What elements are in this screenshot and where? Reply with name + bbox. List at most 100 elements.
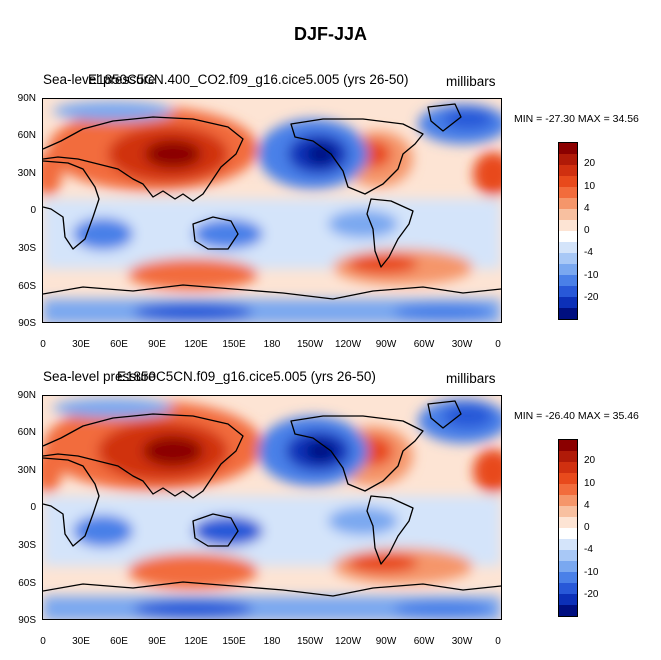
panel-1-lon-tick: 90E bbox=[148, 339, 166, 350]
colorbar-swatch bbox=[559, 286, 577, 297]
colorbar-swatch bbox=[559, 154, 577, 165]
panel-2-lon-tick: 90E bbox=[148, 636, 166, 647]
panel-2-lon-tick: 60W bbox=[413, 636, 435, 647]
panel-2-title: Sea-level pressure bbox=[43, 369, 156, 384]
panel-1-map bbox=[42, 98, 502, 323]
panel-2-lon-tick: 0 bbox=[495, 636, 501, 647]
colorbar-swatch bbox=[559, 484, 577, 495]
panel-2-colorbar-label: 4 bbox=[584, 500, 590, 511]
panel-2-map-canvas bbox=[43, 396, 501, 619]
panel-1-lon-tick: 30W bbox=[451, 339, 473, 350]
panel-2-lat-tick: 30N bbox=[17, 465, 36, 476]
panel-2-colorbar-label: 20 bbox=[584, 455, 596, 466]
panel-1-lon-tick: 150W bbox=[296, 339, 324, 350]
panel-1-lat-tick: 30S bbox=[18, 243, 36, 254]
colorbar-swatch bbox=[559, 594, 577, 605]
panel-2-lon-tick: 60E bbox=[110, 636, 128, 647]
panel-1-lat-tick: 90N bbox=[17, 93, 36, 104]
main-title: DJF-JJA bbox=[293, 24, 368, 44]
panel-1-lat-tick: 60S bbox=[18, 281, 36, 292]
colorbar-swatch bbox=[559, 165, 577, 176]
panel-2-map bbox=[42, 395, 502, 620]
panel-1-min-max: MIN = -27.30 MAX = 34.56 bbox=[514, 113, 639, 125]
colorbar-swatch bbox=[559, 583, 577, 594]
panel-2-lon-tick: 30E bbox=[72, 636, 90, 647]
panel-1-lon-tick: 120E bbox=[184, 339, 208, 350]
panel-1-lat-tick: 60N bbox=[17, 130, 36, 141]
panel-1-colorbar-label: 10 bbox=[584, 181, 596, 192]
panel-1-colorbar-label: 4 bbox=[584, 203, 590, 214]
panel-1-lon-tick: 30E bbox=[72, 339, 90, 350]
panel-1-lon-tick: 0 bbox=[40, 339, 46, 350]
colorbar-swatch bbox=[559, 517, 577, 528]
panel-1-lon-tick: 60W bbox=[413, 339, 435, 350]
colorbar-swatch bbox=[559, 561, 577, 572]
panel-1-lat-tick: 30N bbox=[17, 168, 36, 179]
panel-2-colorbar-label: 10 bbox=[584, 478, 596, 489]
panel-1-colorbar-label: -10 bbox=[584, 270, 599, 281]
colorbar-swatch bbox=[559, 198, 577, 209]
colorbar-swatch bbox=[559, 275, 577, 286]
panel-2-lon-tick: 0 bbox=[40, 636, 46, 647]
panel-1-case: E1850C5CN.400_CO2.f09_g16.cice5.005 (yrs… bbox=[88, 72, 409, 87]
panel-2-lon-tick: 150E bbox=[222, 636, 246, 647]
colorbar-swatch bbox=[559, 528, 577, 539]
colorbar-swatch bbox=[559, 495, 577, 506]
colorbar-swatch bbox=[559, 451, 577, 462]
panel-2-lon-tick: 30W bbox=[451, 636, 473, 647]
colorbar-swatch bbox=[559, 187, 577, 198]
panel-2-lat-tick: 30S bbox=[18, 540, 36, 551]
panel-1-units: millibars bbox=[446, 74, 496, 89]
colorbar-swatch bbox=[559, 605, 577, 616]
panel-2-min-max: MIN = -26.40 MAX = 35.46 bbox=[514, 410, 639, 422]
panel-2-colorbar-label: -4 bbox=[584, 544, 593, 555]
panel-2-lat-tick: 60N bbox=[17, 427, 36, 438]
colorbar-swatch bbox=[559, 572, 577, 583]
panel-2-colorbar-label: 0 bbox=[584, 522, 590, 533]
panel-1-lat-tick: 90S bbox=[18, 318, 36, 329]
panel-2-lat-tick: 90S bbox=[18, 615, 36, 626]
colorbar-swatch bbox=[559, 539, 577, 550]
panel-1-colorbar-label: -4 bbox=[584, 247, 593, 258]
panel-2-lon-tick: 180 bbox=[263, 636, 281, 647]
panel-1-title: Sea-level pressure bbox=[43, 72, 156, 87]
panel-1-colorbar-label: -20 bbox=[584, 292, 599, 303]
colorbar-swatch bbox=[559, 462, 577, 473]
panel-2-lon-tick: 120E bbox=[184, 636, 208, 647]
colorbar-swatch bbox=[559, 264, 577, 275]
panel-2-colorbar bbox=[558, 439, 578, 617]
colorbar-swatch bbox=[559, 253, 577, 264]
colorbar-swatch bbox=[559, 220, 577, 231]
colorbar-swatch bbox=[559, 440, 577, 451]
panel-1-map-canvas bbox=[43, 99, 501, 322]
colorbar-swatch bbox=[559, 242, 577, 253]
panel-1-lon-tick: 120W bbox=[334, 339, 362, 350]
colorbar-swatch bbox=[559, 308, 577, 319]
panel-2-lat-tick: 60S bbox=[18, 578, 36, 589]
panel-2-lon-tick: 150W bbox=[296, 636, 324, 647]
panel-2-lat-tick: 0 bbox=[30, 502, 36, 513]
panel-2-lon-tick: 120W bbox=[334, 636, 362, 647]
panel-1-lon-tick: 60E bbox=[110, 339, 128, 350]
colorbar-swatch bbox=[559, 176, 577, 187]
panel-2-lat-tick: 90N bbox=[17, 390, 36, 401]
panel-1-lon-tick: 0 bbox=[495, 339, 501, 350]
panel-1-lon-tick: 150E bbox=[222, 339, 246, 350]
colorbar-swatch bbox=[559, 231, 577, 242]
panel-1-colorbar-label: 0 bbox=[584, 225, 590, 236]
panel-2-units: millibars bbox=[446, 371, 496, 386]
panel-1-colorbar-label: 20 bbox=[584, 158, 596, 169]
colorbar-swatch bbox=[559, 297, 577, 308]
panel-1-lon-tick: 90W bbox=[375, 339, 397, 350]
panel-1-colorbar bbox=[558, 142, 578, 320]
colorbar-swatch bbox=[559, 473, 577, 484]
colorbar-swatch bbox=[559, 550, 577, 561]
panel-1-lon-tick: 180 bbox=[263, 339, 281, 350]
panel-2-case: E1850C5CN.f09_g16.cice5.005 (yrs 26-50) bbox=[117, 369, 376, 384]
panel-2-colorbar-label: -10 bbox=[584, 567, 599, 578]
colorbar-swatch bbox=[559, 209, 577, 220]
panel-1-lat-tick: 0 bbox=[30, 205, 36, 216]
colorbar-swatch bbox=[559, 143, 577, 154]
panel-2-colorbar-label: -20 bbox=[584, 589, 599, 600]
panel-2-lon-tick: 90W bbox=[375, 636, 397, 647]
